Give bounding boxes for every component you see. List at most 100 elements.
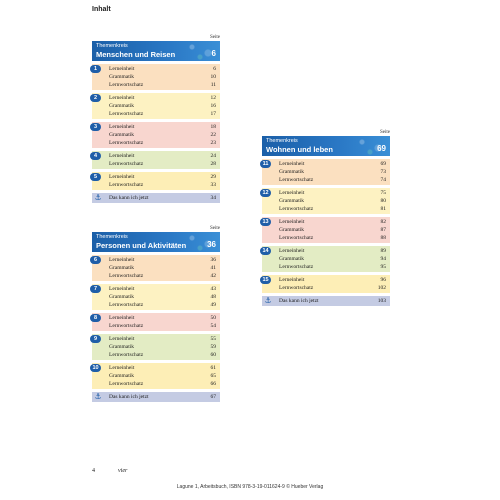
toc-entry-page: 50 [210,315,217,321]
theme-kicker: Themenkreis [96,43,128,49]
kann-label: Das kann ich jetzt [109,394,149,400]
das-kann-ich-jetzt-row[interactable]: ⚓ Das kann ich jetzt 67 [92,392,220,402]
lesson-number-badge: 13 [260,218,271,226]
toc-row[interactable]: Lernwortschatz 33 [92,181,220,189]
toc-entry-label: Lerneinheit [279,190,305,196]
toc-row[interactable]: Lernwortschatz 11 [92,81,220,89]
toc-row[interactable]: Lerneinheit 12 [92,94,220,102]
toc-entry-page: 87 [380,227,387,233]
toc-entry-page: 65 [210,373,217,379]
toc-entry-page: 41 [210,265,217,271]
toc-row[interactable]: Lernwortschatz 74 [262,176,390,184]
toc-row[interactable]: Lernwortschatz 88 [262,234,390,242]
toc-row[interactable]: Lerneinheit 82 [262,218,390,226]
theme-title: Menschen und Reisen [96,50,176,59]
toc-entry-label: Lerneinheit [109,336,135,342]
toc-entry-page: 75 [380,190,387,196]
toc-row[interactable]: Grammatik 48 [92,293,220,301]
toc-entry-label: Grammatik [279,227,305,233]
toc-row[interactable]: Lerneinheit 75 [262,189,390,197]
toc-entry-page: 22 [210,132,217,138]
toc-row[interactable]: Lerneinheit 36 [92,256,220,264]
toc-entry-page: 49 [210,302,217,308]
toc-row[interactable]: Grammatik 16 [92,102,220,110]
anchor-icon: ⚓ [94,193,102,202]
toc-entry-label: Lerneinheit [109,174,135,180]
toc-entry-label: Lernwortschatz [109,273,144,279]
toc-row[interactable]: Lernwortschatz 54 [92,322,220,330]
toc-entry-label: Lernwortschatz [279,235,314,241]
toc-entry-label: Lernwortschatz [279,264,314,270]
toc-entry-label: Lernwortschatz [109,323,144,329]
toc-entry-label: Lernwortschatz [109,140,144,146]
toc-row[interactable]: Lerneinheit 24 [92,152,220,160]
toc-row[interactable]: Grammatik 41 [92,264,220,272]
lesson-box: 15 Lerneinheit 96 Lernwortschatz 102 [260,275,390,293]
toc-row[interactable]: Grammatik 80 [262,197,390,205]
lesson-box: 5 Lerneinheit 29 Lernwortschatz 33 [90,172,220,190]
toc-row[interactable]: Lerneinheit 18 [92,123,220,131]
toc-entry-label: Grammatik [109,294,135,300]
toc-entry-label: Grammatik [279,198,305,204]
toc-entry-label: Grammatik [109,103,135,109]
toc-entry-label: Lerneinheit [109,153,135,159]
toc-entry-page: 102 [377,285,386,291]
seite-label: Seite [210,35,220,40]
lesson-number-badge: 6 [90,256,101,264]
toc-row[interactable]: Grammatik 94 [262,255,390,263]
toc-row[interactable]: Lernwortschatz 28 [92,160,220,168]
lesson-box: 8 Lerneinheit 50 Lernwortschatz 54 [90,313,220,331]
toc-row[interactable]: Grammatik 59 [92,343,220,351]
toc-row[interactable]: Lerneinheit 96 [262,276,390,284]
kann-label: Das kann ich jetzt [109,195,149,201]
toc-row[interactable]: Lerneinheit 29 [92,173,220,181]
toc-entry-page: 80 [380,198,387,204]
toc-row[interactable]: Lernwortschatz 102 [262,284,390,292]
toc-entry-label: Lernwortschatz [109,352,144,358]
lesson-box: 2 Lerneinheit 12 Grammatik 16 Lernwortschatz 1… [90,93,220,119]
toc-row[interactable]: Grammatik 10 [92,73,220,81]
theme-block-menschen-und-reisen: Seite Themenkreis Menschen und Reisen 6 1 Ler… [90,34,220,203]
toc-row[interactable]: Lernwortschatz 17 [92,110,220,118]
toc-row[interactable]: Grammatik 73 [262,168,390,176]
toc-row[interactable]: Grammatik 22 [92,131,220,139]
toc-row[interactable]: Lerneinheit 61 [92,364,220,372]
toc-row[interactable]: Lerneinheit 50 [92,314,220,322]
toc-entry-label: Grammatik [109,132,135,138]
toc-row[interactable]: Lernwortschatz 81 [262,205,390,213]
anchor-icon: ⚓ [264,296,272,305]
das-kann-ich-jetzt-row[interactable]: ⚓ Das kann ich jetzt 103 [262,296,390,306]
lesson-number-badge: 12 [260,189,271,197]
lesson-box: 1 Lerneinheit 6 Grammatik 10 Lernwortschatz 11 [90,64,220,90]
toc-entry-page: 29 [210,174,217,180]
toc-row[interactable]: Lerneinheit 89 [262,247,390,255]
toc-row[interactable]: Lernwortschatz 23 [92,139,220,147]
theme-block-wohnen-und-leben: Seite Themenkreis Wohnen und leben 69 11 Lern… [260,129,390,306]
toc-row[interactable]: Grammatik 65 [92,372,220,380]
toc-row[interactable]: Lernwortschatz 42 [92,272,220,280]
toc-row[interactable]: Lerneinheit 43 [92,285,220,293]
toc-row[interactable]: Lernwortschatz 95 [262,263,390,271]
toc-row[interactable]: Lerneinheit 69 [262,160,390,168]
lesson-number-badge: 3 [90,123,101,131]
toc-entry-page: 16 [210,103,217,109]
toc-entry-label: Lerneinheit [109,66,135,72]
theme-page-number: 69 [377,144,386,153]
kann-label: Das kann ich jetzt [279,298,319,304]
toc-entry-label: Lernwortschatz [109,161,144,167]
toc-entry-label: Lernwortschatz [109,182,144,188]
toc-entry-label: Grammatik [109,265,135,271]
toc-row[interactable]: Lernwortschatz 60 [92,351,220,359]
toc-entry-page: 12 [210,95,217,101]
toc-row[interactable]: Lernwortschatz 49 [92,301,220,309]
das-kann-ich-jetzt-row[interactable]: ⚓ Das kann ich jetzt 34 [92,193,220,203]
toc-row[interactable]: Lerneinheit 6 [92,65,220,73]
theme-kicker: Themenkreis [266,138,298,144]
kann-page: 103 [377,298,386,304]
toc-entry-page: 17 [210,111,217,117]
toc-row[interactable]: Grammatik 87 [262,226,390,234]
toc-entry-page: 18 [210,124,217,130]
toc-row[interactable]: Lerneinheit 55 [92,335,220,343]
toc-row[interactable]: Lernwortschatz 66 [92,380,220,388]
toc-entry-page: 60 [210,352,217,358]
